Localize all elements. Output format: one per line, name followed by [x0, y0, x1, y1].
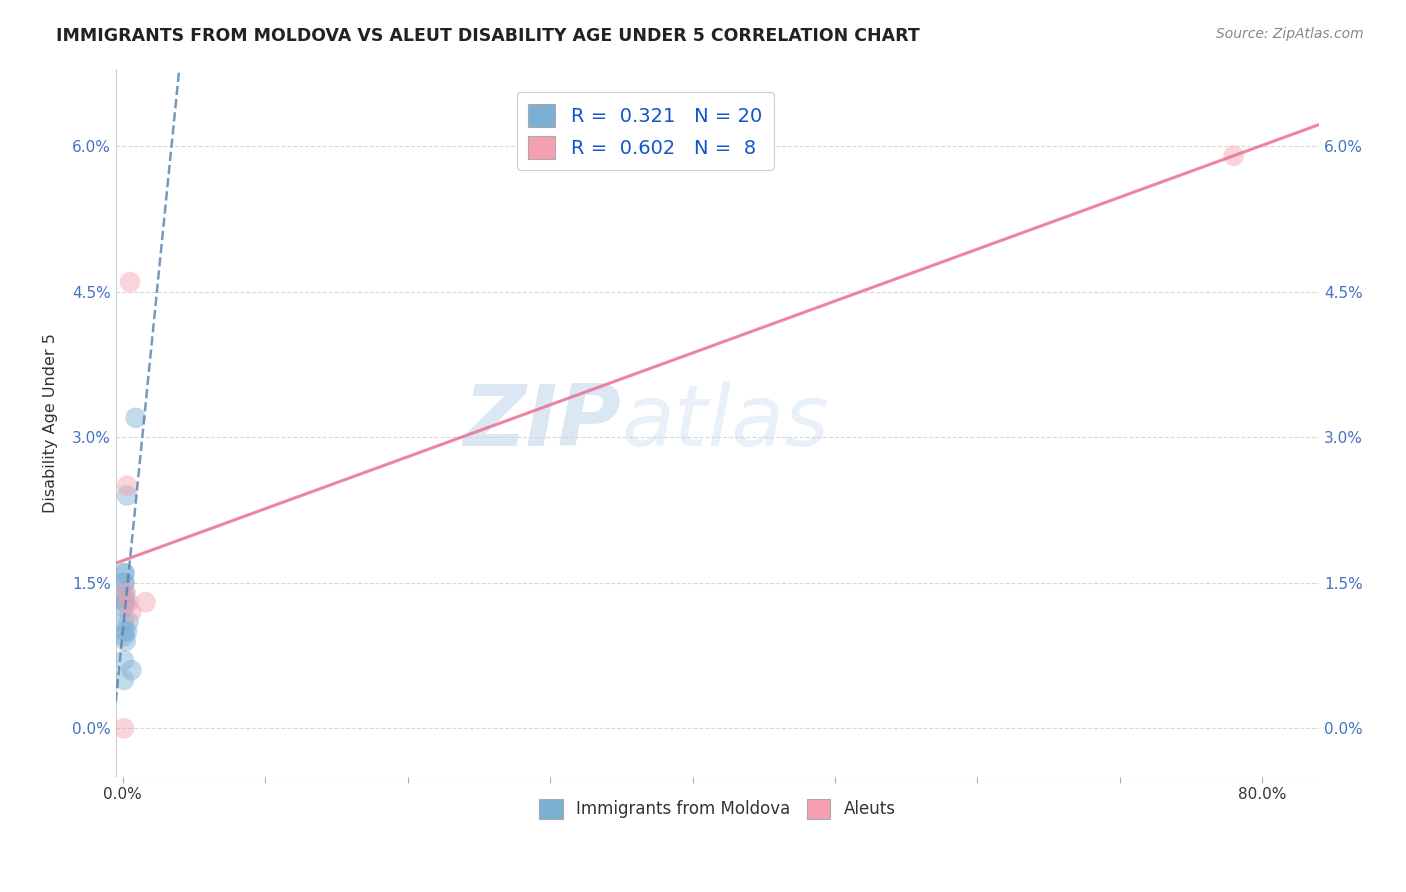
Point — [117, 615, 139, 629]
Point — [112, 566, 135, 580]
Y-axis label: Disability Age Under 5: Disability Age Under 5 — [44, 333, 58, 513]
Point — [114, 585, 136, 599]
Point — [115, 479, 138, 493]
Point — [112, 595, 135, 609]
Text: Source: ZipAtlas.com: Source: ZipAtlas.com — [1216, 27, 1364, 41]
Text: IMMIGRANTS FROM MOLDOVA VS ALEUT DISABILITY AGE UNDER 5 CORRELATION CHART: IMMIGRANTS FROM MOLDOVA VS ALEUT DISABIL… — [56, 27, 920, 45]
Point — [114, 595, 136, 609]
Point — [125, 410, 148, 425]
Legend: Immigrants from Moldova, Aleuts: Immigrants from Moldova, Aleuts — [533, 793, 903, 825]
Text: atlas: atlas — [621, 381, 830, 464]
Point — [112, 615, 135, 629]
Point — [112, 600, 135, 615]
Point — [112, 653, 135, 667]
Point — [112, 629, 135, 643]
Point — [112, 591, 135, 605]
Text: ZIP: ZIP — [464, 381, 621, 464]
Point — [120, 663, 142, 677]
Point — [118, 275, 141, 289]
Point — [115, 624, 138, 639]
Point — [1222, 149, 1244, 163]
Point — [117, 595, 139, 609]
Point — [135, 595, 157, 609]
Point — [112, 575, 135, 590]
Point — [114, 566, 136, 580]
Point — [112, 673, 135, 687]
Point — [120, 605, 142, 619]
Point — [114, 575, 136, 590]
Point — [114, 624, 136, 639]
Point — [115, 488, 138, 502]
Point — [112, 585, 135, 599]
Point — [112, 722, 135, 736]
Point — [114, 634, 136, 648]
